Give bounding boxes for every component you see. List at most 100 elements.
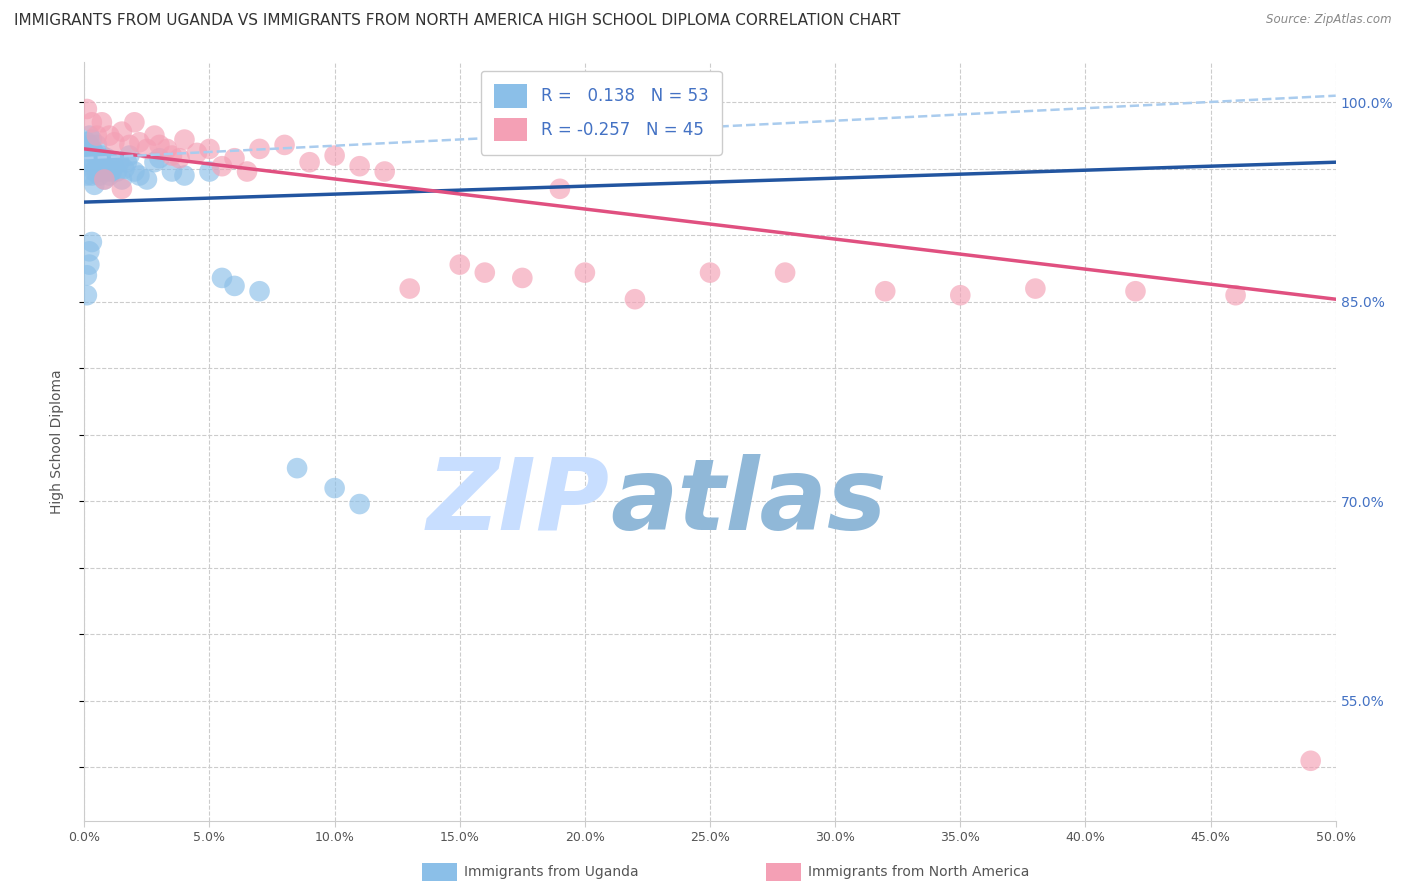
Point	[143, 155, 166, 169]
Point	[211, 271, 233, 285]
Point	[198, 164, 221, 178]
Point	[273, 137, 295, 152]
Point	[512, 271, 534, 285]
Point	[103, 135, 125, 149]
Point	[80, 142, 103, 156]
Point	[98, 128, 121, 143]
Point	[398, 282, 420, 296]
Point	[323, 148, 346, 162]
Point	[76, 288, 98, 302]
Point	[1125, 284, 1147, 298]
Point	[80, 132, 103, 146]
Point	[80, 169, 103, 183]
Point	[80, 115, 103, 129]
Point	[111, 125, 134, 139]
Point	[101, 164, 124, 178]
Point	[249, 142, 271, 156]
Point	[79, 258, 101, 272]
Point	[108, 155, 131, 169]
Point	[86, 137, 108, 152]
Point	[349, 497, 371, 511]
Point	[699, 266, 721, 280]
Point	[173, 132, 195, 146]
Point	[548, 182, 571, 196]
Point	[224, 279, 246, 293]
Point	[79, 155, 101, 169]
Point	[76, 268, 98, 283]
Point	[198, 142, 221, 156]
Point	[83, 178, 105, 192]
Point	[323, 481, 346, 495]
Point	[93, 159, 115, 173]
Point	[1225, 288, 1247, 302]
Point	[90, 161, 112, 176]
Point	[96, 164, 118, 178]
Point	[80, 155, 103, 169]
Point	[374, 164, 396, 178]
Point	[93, 172, 115, 186]
Point	[76, 135, 98, 149]
Point	[949, 288, 972, 302]
Text: atlas: atlas	[610, 454, 886, 550]
Point	[98, 155, 121, 169]
Point	[624, 292, 647, 306]
Point	[86, 128, 108, 143]
Point	[186, 145, 208, 160]
Point	[160, 164, 183, 178]
Point	[224, 151, 246, 165]
Point	[115, 155, 138, 169]
Point	[136, 142, 159, 156]
Point	[285, 461, 308, 475]
Point	[98, 169, 121, 183]
Point	[105, 164, 128, 178]
Point	[79, 137, 101, 152]
Point	[103, 159, 125, 173]
Point	[83, 164, 105, 178]
Point	[93, 172, 115, 186]
Point	[86, 151, 108, 165]
Text: IMMIGRANTS FROM UGANDA VS IMMIGRANTS FROM NORTH AMERICA HIGH SCHOOL DIPLOMA CORR: IMMIGRANTS FROM UGANDA VS IMMIGRANTS FRO…	[14, 13, 900, 29]
Point	[136, 172, 159, 186]
Point	[118, 148, 141, 162]
Point	[112, 161, 135, 176]
Point	[449, 258, 471, 272]
Point	[118, 137, 141, 152]
Point	[1299, 754, 1322, 768]
Point	[236, 164, 259, 178]
Legend: R =   0.138   N = 53, R = -0.257   N = 45: R = 0.138 N = 53, R = -0.257 N = 45	[481, 70, 721, 154]
Point	[89, 155, 111, 169]
Point	[169, 151, 191, 165]
Point	[148, 137, 170, 152]
Point	[79, 244, 101, 259]
Point	[249, 284, 271, 298]
Text: Immigrants from North America: Immigrants from North America	[808, 865, 1029, 880]
Point	[211, 159, 233, 173]
Point	[76, 102, 98, 116]
Point	[76, 169, 98, 183]
Point	[173, 169, 195, 183]
Point	[474, 266, 496, 280]
Point	[160, 148, 183, 162]
Point	[89, 169, 111, 183]
Point	[298, 155, 321, 169]
Point	[90, 115, 112, 129]
Point	[76, 148, 98, 162]
Y-axis label: High School Diploma: High School Diploma	[49, 369, 63, 514]
Point	[90, 148, 112, 162]
Point	[111, 182, 134, 196]
Point	[124, 164, 146, 178]
Point	[86, 164, 108, 178]
Point	[156, 142, 179, 156]
Point	[83, 145, 105, 160]
Point	[128, 135, 150, 149]
Text: Immigrants from Uganda: Immigrants from Uganda	[464, 865, 638, 880]
Point	[1024, 282, 1046, 296]
Point	[96, 151, 118, 165]
Point	[79, 128, 101, 143]
Point	[574, 266, 596, 280]
Point	[773, 266, 796, 280]
Point	[148, 151, 170, 165]
Point	[80, 235, 103, 249]
Point	[128, 169, 150, 183]
Text: Source: ZipAtlas.com: Source: ZipAtlas.com	[1267, 13, 1392, 27]
